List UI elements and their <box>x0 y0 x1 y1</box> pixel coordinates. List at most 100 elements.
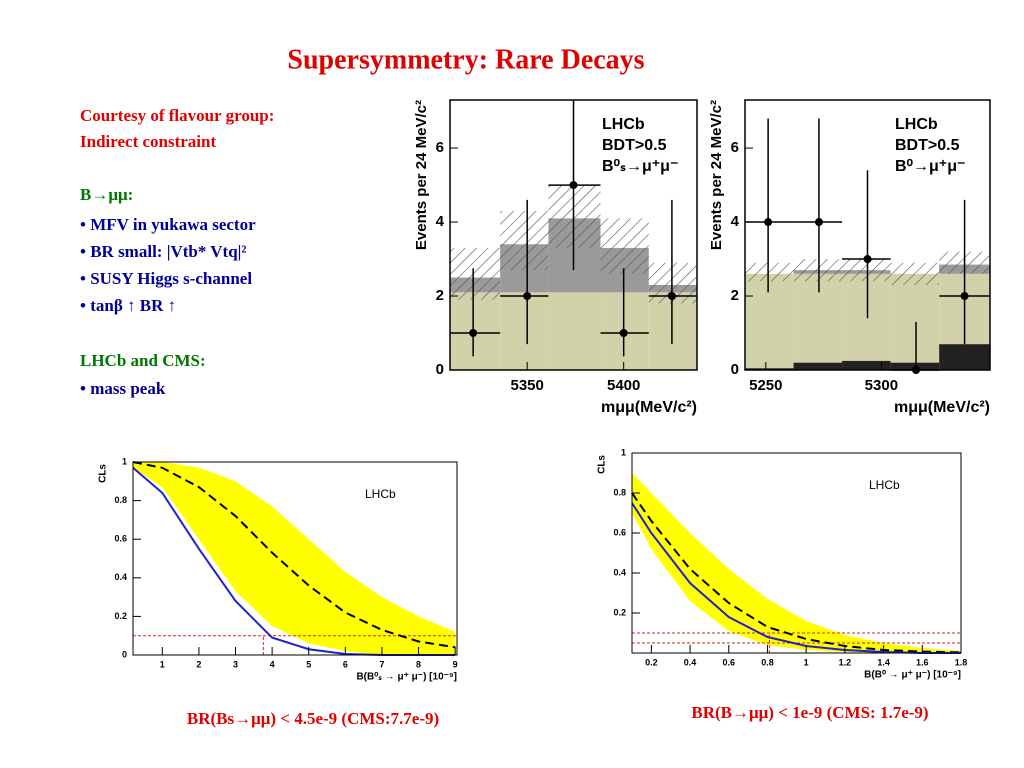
note: Indirect constraint <box>80 132 216 151</box>
x-tick-label: 5350 <box>511 377 544 394</box>
slide-title: Supersymmetry: Rare Decays <box>287 44 644 75</box>
y-tick-label: 2 <box>436 287 444 304</box>
bar-segment <box>648 292 697 370</box>
x-tick-label: 5250 <box>749 377 782 394</box>
bullet: • BR small: |Vtb* Vtq|² <box>80 242 247 261</box>
bar-segment <box>793 362 843 370</box>
uncertainty-band <box>450 247 501 300</box>
y-tick-label: 0.2 <box>114 611 127 621</box>
y-tick-label: 1 <box>621 447 626 457</box>
x-tick-label: 5300 <box>865 377 898 394</box>
y-axis-label: CLs <box>98 464 109 483</box>
y-tick-label: 0 <box>436 361 444 378</box>
bar-segment <box>500 292 549 370</box>
bar-segment <box>745 368 794 370</box>
bar-segment <box>939 344 990 370</box>
x-tick-label: 4 <box>270 659 275 669</box>
y-axis-label: CLs <box>597 455 608 474</box>
x-axis-label: mμμ(MeV/c²) <box>601 399 697 416</box>
data-point <box>569 181 578 190</box>
annotation: B⁰→μ⁺μ⁻ <box>895 158 965 175</box>
y-tick-label: 0.4 <box>613 567 626 577</box>
y-tick-label: 6 <box>436 139 444 156</box>
y-tick-label: 1 <box>122 456 127 466</box>
y-tick-label: 0.8 <box>613 487 626 497</box>
annotation: LHCb <box>365 487 396 501</box>
x-tick-label: 0.2 <box>645 657 658 667</box>
bullet: • tanβ ↑ BR ↑ <box>80 296 176 315</box>
y-tick-label: 0 <box>122 649 127 659</box>
uncertainty-band <box>745 262 794 282</box>
bar-segment <box>842 273 891 361</box>
data-point <box>960 292 969 301</box>
annotation: BDT>0.5 <box>602 137 667 154</box>
bar-segment <box>548 292 601 370</box>
y-tick-label: 4 <box>731 213 740 230</box>
uncertainty-band <box>842 259 891 282</box>
bullet: • mass peak <box>80 379 166 398</box>
annotation: LHCb <box>602 116 645 133</box>
y-axis-label: Events per 24 MeV/c² <box>708 100 725 250</box>
x-tick-label: 1.6 <box>916 657 929 667</box>
y-tick-label: 6 <box>731 139 739 156</box>
y-tick-label: 0 <box>731 361 739 378</box>
y-tick-label: 0.4 <box>114 572 127 582</box>
annotation: B⁰ₛ→μ⁺μ⁻ <box>602 158 678 175</box>
y-tick-label: 2 <box>731 287 739 304</box>
annotation: LHCb <box>895 116 938 133</box>
plot-frame <box>631 452 962 654</box>
x-tick-label: 1.8 <box>955 657 968 667</box>
heading: B→μμ: <box>80 185 133 204</box>
y-axis-label: Events per 24 MeV/c² <box>413 100 430 250</box>
uncertainty-band <box>890 262 940 285</box>
y-tick-label: 0.6 <box>613 527 626 537</box>
y-tick-label: 4 <box>436 213 445 230</box>
data-point <box>764 218 773 227</box>
x-tick-label: 5 <box>306 659 311 669</box>
plot-frame <box>132 461 458 656</box>
x-tick-label: 0.8 <box>761 657 774 667</box>
x-tick-label: 0.4 <box>684 657 697 667</box>
data-point <box>523 292 532 301</box>
data-point <box>814 218 823 227</box>
annotation: BDT>0.5 <box>895 137 960 154</box>
bar-segment <box>842 360 891 370</box>
plot-frame <box>744 99 991 371</box>
data-point <box>667 292 676 301</box>
x-tick-label: 7 <box>379 659 384 669</box>
bullet: • SUSY Higgs s-channel <box>80 269 252 288</box>
data-point <box>469 329 478 338</box>
x-tick-label: 9 <box>453 659 458 669</box>
x-tick-label: 1.4 <box>877 657 890 667</box>
x-tick-label: 5400 <box>607 377 640 394</box>
caption: BR(Bs→μμ) < 4.5e-9 (CMS:7.7e-9) <box>187 709 439 728</box>
charts: LHCb BDT>0.5 B⁰ₛ→μ⁺μ⁻ Events per 24 MeV/c² m… <box>98 99 991 683</box>
bar-segment <box>745 273 794 369</box>
cls-band <box>133 462 456 655</box>
data-point <box>619 329 628 338</box>
uncertainty-band <box>500 210 549 271</box>
caption: BR(B→μμ) < 1e-9 (CMS: 1.7e-9) <box>691 703 928 722</box>
y-tick-label: 0.2 <box>613 607 626 617</box>
data-point <box>863 255 872 264</box>
uncertainty-band <box>600 218 649 274</box>
bullet: • MFV in yukawa sector <box>80 215 256 234</box>
x-tick-label: 6 <box>343 659 348 669</box>
cls-curve <box>631 492 962 654</box>
x-tick-label: 1 <box>804 657 809 667</box>
note: Courtesy of flavour group: <box>80 106 274 125</box>
y-tick-label: 0.6 <box>114 534 127 544</box>
uncertainty-band <box>793 259 843 282</box>
x-tick-label: 0.6 <box>723 657 736 667</box>
x-axis-label: mμμ(MeV/c²) <box>894 399 990 416</box>
x-tick-label: 2 <box>196 659 201 669</box>
x-tick-label: 3 <box>233 659 238 669</box>
bar-segment <box>890 273 940 363</box>
y-tick-label: 0.8 <box>114 495 127 505</box>
heading: LHCb and CMS: <box>80 351 206 370</box>
cls-curve <box>132 461 456 649</box>
x-tick-label: 1.2 <box>839 657 852 667</box>
x-tick-label: 8 <box>416 659 421 669</box>
cls-band <box>632 473 961 653</box>
